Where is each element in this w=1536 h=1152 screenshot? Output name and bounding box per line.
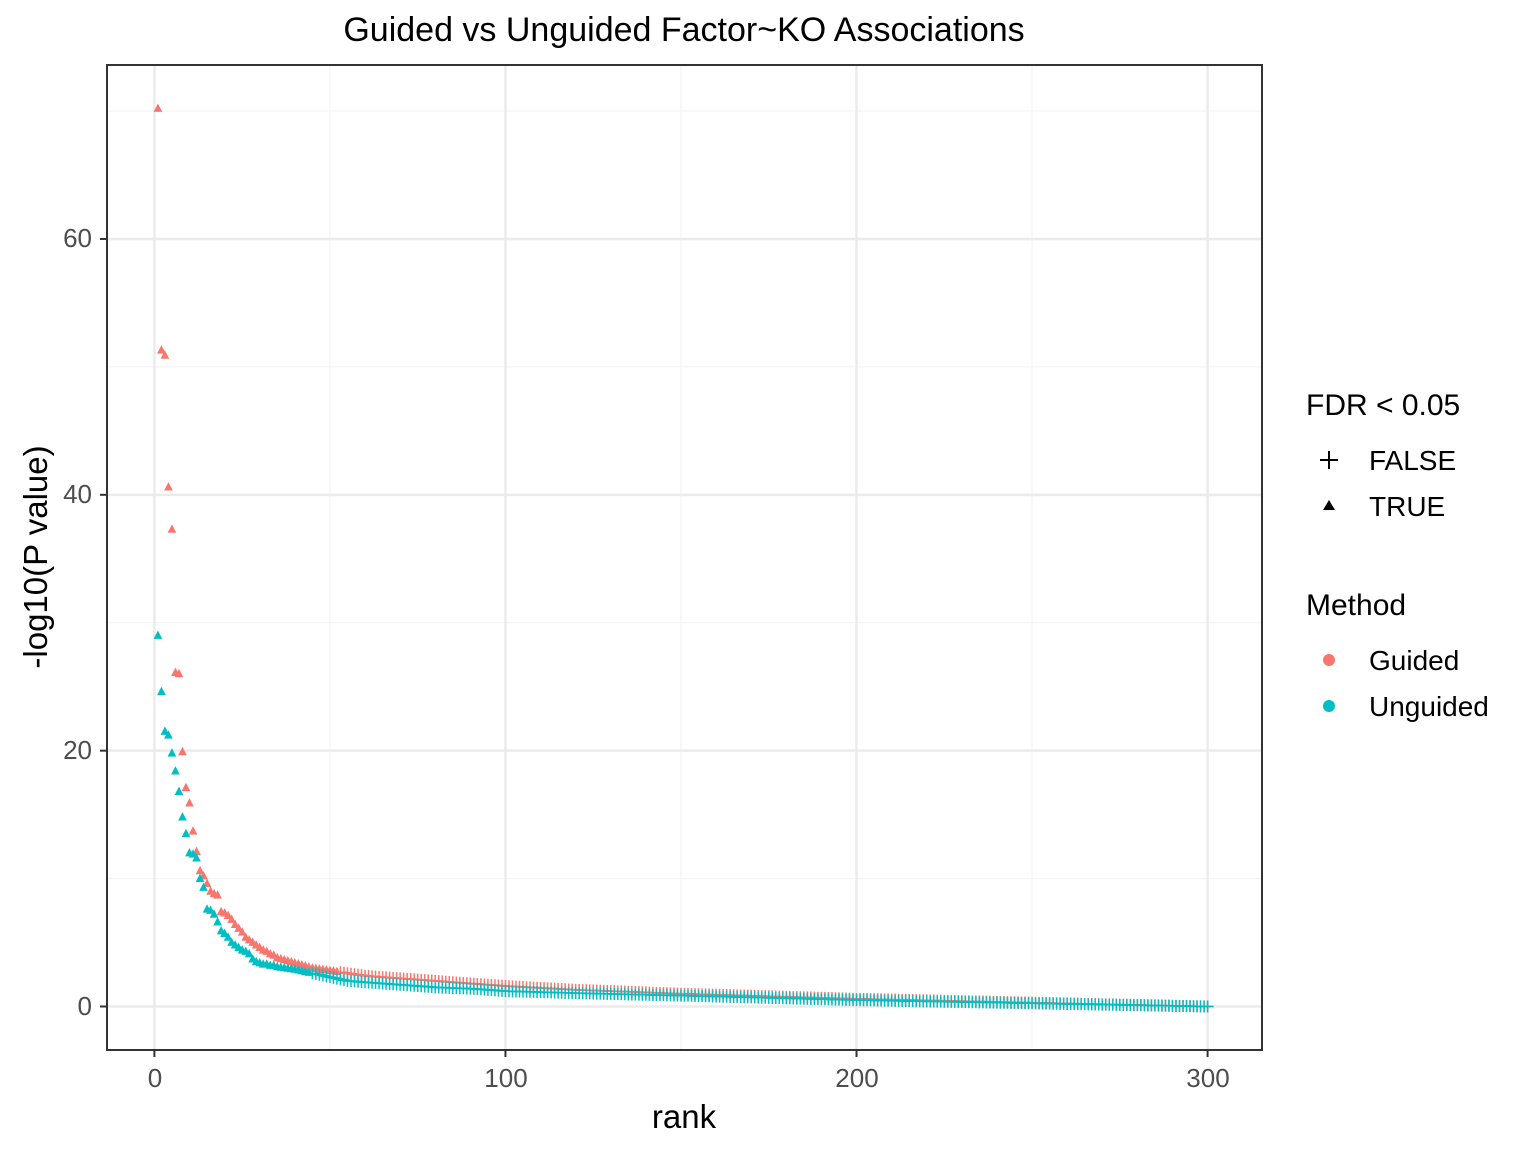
point-triangle: [171, 766, 180, 775]
point-triangle: [178, 812, 187, 821]
point-triangle: [234, 923, 243, 932]
y-tick-label: 60: [63, 223, 92, 253]
point-triangle: [195, 873, 205, 882]
legend-key-true: TRUE: [1323, 491, 1445, 522]
grid: [107, 65, 1262, 1050]
point-triangle: [153, 630, 163, 639]
plus-icon: [1320, 451, 1338, 469]
legend-label-guided: Guided: [1369, 645, 1459, 676]
x-tick-label: 0: [148, 1063, 162, 1093]
series-unguided: [153, 630, 1214, 1013]
y-axis-title: -log10(P value): [17, 445, 54, 668]
x-tick-label: 100: [484, 1063, 527, 1093]
guided-dot-icon: [1323, 654, 1335, 666]
x-tick-label: 300: [1186, 1063, 1229, 1093]
y-tick-marks: [100, 237, 107, 1008]
legend-title-method: Method: [1306, 589, 1406, 622]
legend-label-unguided: Unguided: [1369, 691, 1489, 722]
y-axis: 0 20 40 60 -log10(P value): [17, 223, 107, 1021]
point-triangle: [223, 932, 233, 941]
point-triangle: [223, 910, 233, 920]
point-triangle: [192, 853, 201, 862]
legend-key-false: FALSE: [1320, 445, 1456, 476]
plot-panel: [107, 65, 1262, 1050]
point-triangle: [209, 909, 219, 918]
unguided-dot-icon: [1323, 700, 1335, 712]
legend-key-unguided: Unguided: [1323, 691, 1489, 722]
point-triangle: [178, 746, 187, 756]
point-triangle: [206, 905, 215, 914]
point-triangle: [167, 748, 177, 757]
x-axis-title: rank: [652, 1098, 717, 1135]
point-triangle: [220, 928, 229, 937]
point-triangle: [213, 890, 222, 899]
point-triangle: [174, 786, 184, 795]
plot-border: [106, 64, 1263, 1051]
legend-method: Method Guided Unguided: [1306, 589, 1489, 722]
triangle-icon: [1323, 500, 1335, 510]
legend-label-true: TRUE: [1369, 491, 1445, 522]
legend: FDR < 0.05 FALSE TRUE Method Guided Ungu…: [1306, 389, 1489, 722]
point-triangle: [202, 878, 212, 888]
point-triangle: [199, 882, 208, 891]
data-points: [153, 103, 1214, 1013]
legend-label-false: FALSE: [1369, 445, 1456, 476]
point-triangle: [160, 726, 170, 735]
legend-key-guided: Guided: [1323, 645, 1459, 676]
point-triangle: [153, 103, 163, 112]
point-triangle: [164, 482, 173, 491]
point-triangle: [160, 350, 170, 359]
legend-title-fdr: FDR < 0.05: [1306, 389, 1460, 422]
point-triangle: [188, 849, 198, 858]
plot-area: [106, 64, 1263, 1051]
point-triangle: [227, 914, 236, 923]
point-triangle: [174, 668, 184, 678]
x-tick-label: 200: [835, 1063, 878, 1093]
legend-fdr: FDR < 0.05 FALSE TRUE: [1306, 389, 1460, 522]
point-triangle: [237, 927, 247, 936]
point-triangle: [167, 524, 177, 533]
y-tick-label: 0: [78, 991, 92, 1021]
point-triangle: [164, 730, 173, 739]
point-triangle: [244, 949, 254, 958]
point-triangle: [157, 686, 166, 696]
point-triangle: [181, 782, 191, 792]
chart-title: Guided vs Unguided Factor~KO Association…: [343, 11, 1024, 49]
point-triangle: [185, 798, 194, 807]
y-tick-label: 40: [63, 479, 92, 509]
point-triangle: [181, 828, 191, 838]
point-plus: [1201, 1000, 1214, 1013]
point-triangle: [157, 345, 166, 354]
point-triangle: [230, 919, 240, 928]
x-tick-marks: [153, 1050, 1209, 1057]
point-triangle: [188, 826, 198, 835]
x-axis: 0 100 200 300 rank: [148, 1050, 1230, 1135]
y-tick-label: 20: [63, 735, 92, 765]
point-triangle: [195, 865, 205, 875]
point-triangle: [213, 917, 222, 926]
